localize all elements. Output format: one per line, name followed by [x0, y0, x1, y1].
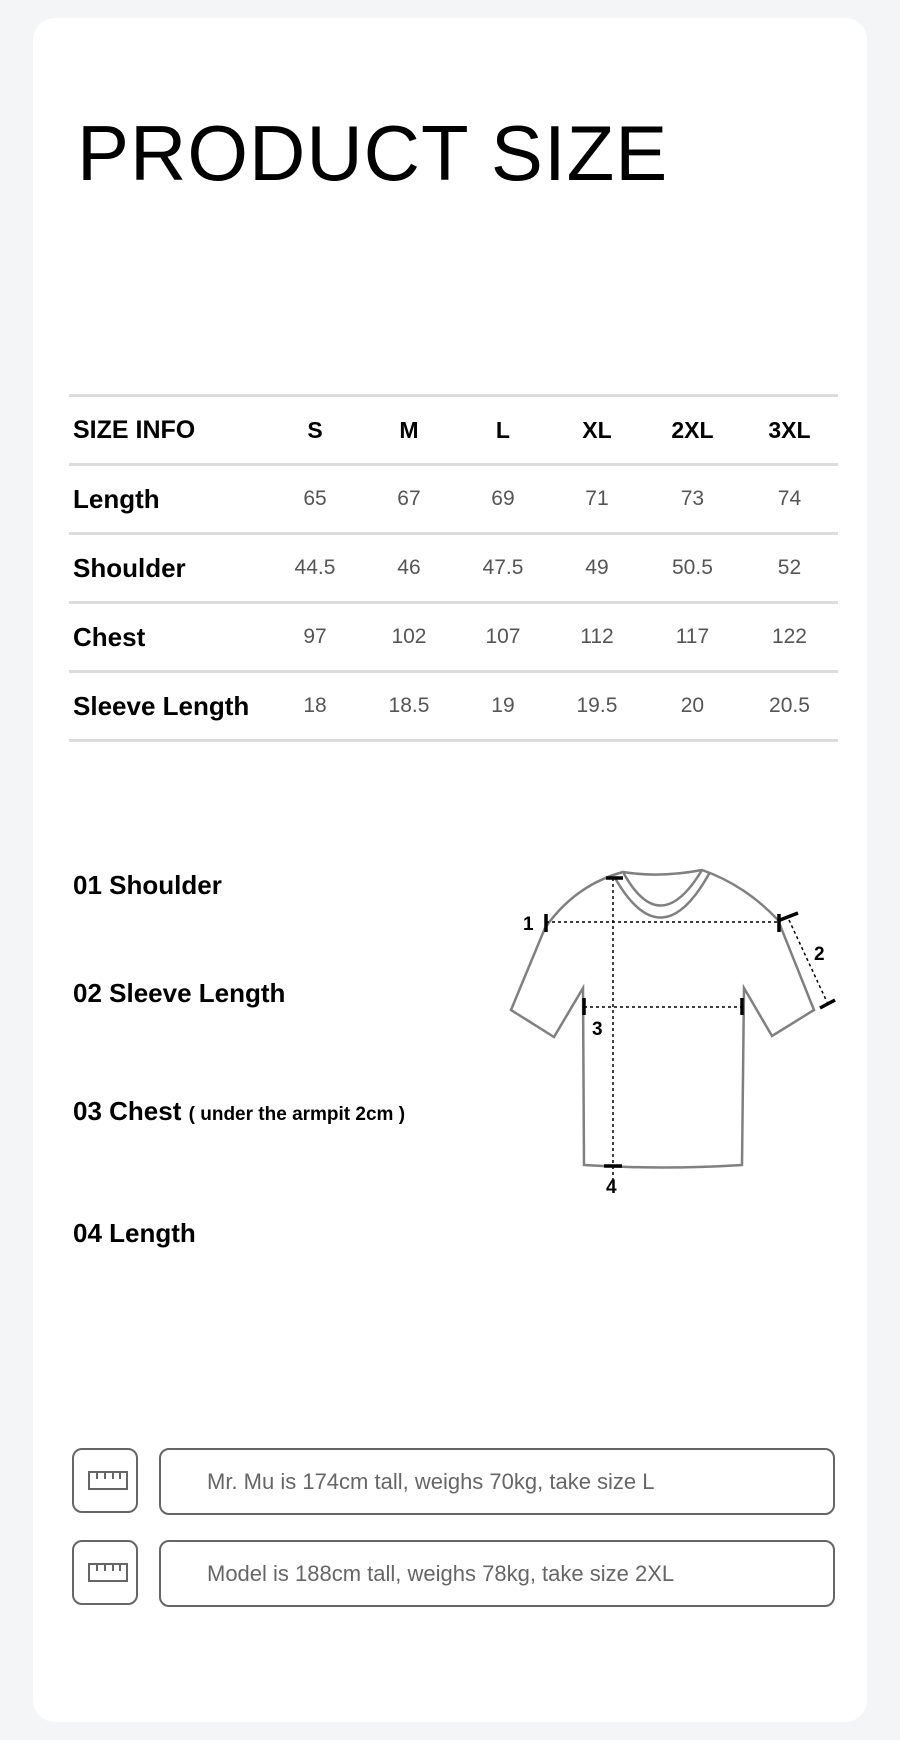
measure-chest-note: ( under the armpit 2cm ) — [188, 1104, 406, 1125]
header-cell: 3XL — [740, 394, 838, 466]
cell: 65 — [268, 463, 362, 535]
header-cell: 2XL — [643, 394, 741, 466]
cell: 69 — [455, 463, 550, 535]
table-row: Chest 97 102 107 112 117 122 — [69, 601, 838, 673]
table-row: Shoulder 44.5 46 47.5 49 50.5 52 — [69, 532, 838, 604]
cell: 19 — [455, 670, 550, 742]
ruler-icon — [88, 1471, 128, 1490]
cell: 52 — [740, 532, 838, 604]
cell: 49 — [549, 532, 644, 604]
size-table: SIZE INFO S M L XL 2XL 3XL Length 65 67 69 7… — [69, 394, 838, 742]
cell: 102 — [361, 601, 456, 673]
tshirt-diagram: 1 2 3 4 — [509, 868, 836, 1198]
diagram-label-3: 3 — [592, 1019, 603, 1040]
measure-lines — [546, 878, 828, 1180]
cell: 20 — [643, 670, 741, 742]
cell: 47.5 — [455, 532, 550, 604]
row-label: Length — [69, 463, 268, 535]
measure-shoulder: 01 Shoulder — [73, 870, 222, 900]
cell: 73 — [643, 463, 741, 535]
header-cell: L — [455, 394, 550, 466]
cell: 50.5 — [643, 532, 741, 604]
tshirt-outline — [509, 868, 816, 1169]
measure-sleeve: 02 Sleeve Length — [73, 978, 286, 1008]
cell: 46 — [361, 532, 456, 604]
measure-ticks — [544, 876, 836, 1168]
cell: 112 — [549, 601, 644, 673]
measure-chest: 03 Chest ( under the armpit 2cm ) — [73, 1096, 405, 1127]
ruler-icon-box — [72, 1448, 138, 1513]
header-cell: SIZE INFO — [69, 394, 268, 466]
cell: 107 — [455, 601, 550, 673]
cell: 67 — [361, 463, 456, 535]
cell: 97 — [268, 601, 362, 673]
table-header: SIZE INFO S M L XL 2XL 3XL — [69, 394, 838, 466]
page-title: PRODUCT SIZE — [77, 109, 669, 197]
cell: 74 — [740, 463, 838, 535]
header-cell: S — [268, 394, 362, 466]
model-info-1: Mr. Mu is 174cm tall, weighs 70kg, take … — [159, 1448, 835, 1515]
row-label: Sleeve Length — [69, 670, 268, 742]
cell: 20.5 — [740, 670, 838, 742]
cell: 122 — [740, 601, 838, 673]
cell: 44.5 — [268, 532, 362, 604]
diagram-label-4: 4 — [606, 1177, 617, 1198]
cell: 71 — [549, 463, 644, 535]
cell: 19.5 — [549, 670, 644, 742]
cell: 117 — [643, 601, 741, 673]
diagram-label-1: 1 — [523, 914, 534, 935]
cell: 18.5 — [361, 670, 456, 742]
size-card — [33, 18, 867, 1722]
model-info-2: Model is 188cm tall, weighs 78kg, take s… — [159, 1540, 835, 1607]
diagram-label-2: 2 — [814, 944, 825, 965]
table-row: Sleeve Length 18 18.5 19 19.5 20 20.5 — [69, 670, 838, 742]
row-label: Shoulder — [69, 532, 268, 604]
header-cell: M — [361, 394, 456, 466]
measure-chest-label: 03 Chest — [73, 1096, 182, 1126]
measure-length: 04 Length — [73, 1218, 196, 1248]
cell: 18 — [268, 670, 362, 742]
ruler-icon — [88, 1563, 128, 1582]
header-cell: XL — [549, 394, 644, 466]
table-row: Length 65 67 69 71 73 74 — [69, 463, 838, 535]
row-label: Chest — [69, 601, 268, 673]
ruler-icon-box — [72, 1540, 138, 1605]
